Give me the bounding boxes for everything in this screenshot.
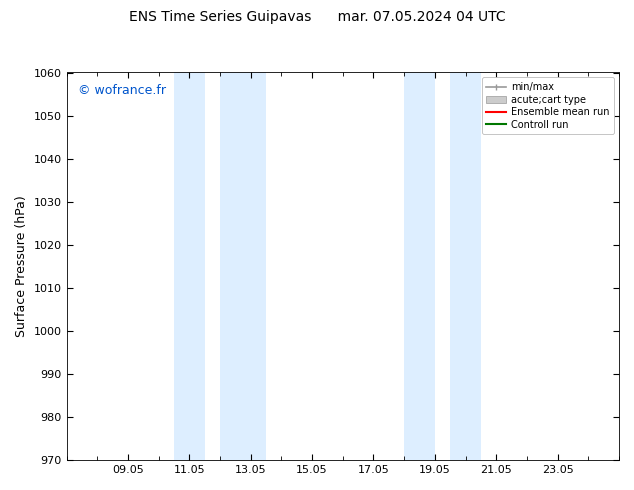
Bar [450,73,481,460]
Bar [220,73,266,460]
Bar [404,73,435,460]
Y-axis label: Surface Pressure (hPa): Surface Pressure (hPa) [15,196,28,337]
Legend: min/max, acute;cart type, Ensemble mean run, Controll run: min/max, acute;cart type, Ensemble mean … [482,77,614,134]
Text: ENS Time Series Guipavas      mar. 07.05.2024 04 UTC: ENS Time Series Guipavas mar. 07.05.2024… [129,10,505,24]
Bar [174,73,205,460]
Text: © wofrance.fr: © wofrance.fr [77,84,165,97]
